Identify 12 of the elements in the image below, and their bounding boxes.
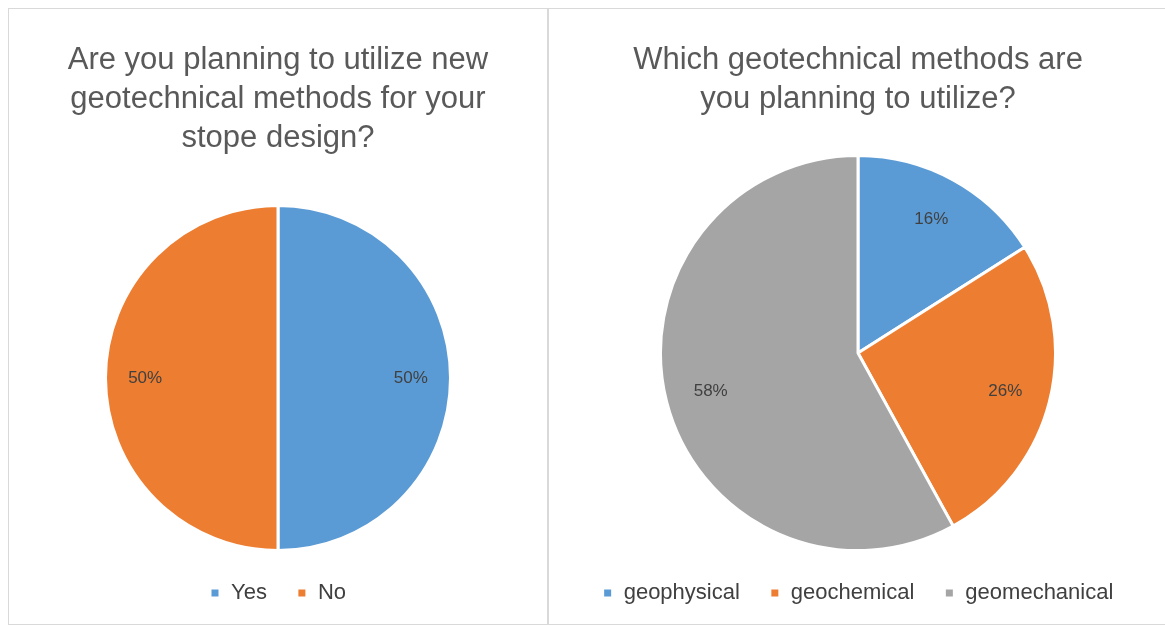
- data-label: 26%: [988, 380, 1023, 400]
- legend-label: geophysical: [623, 579, 740, 605]
- chart-title: Are you planning to utilize new geotechnical methods for your stope design?: [66, 40, 490, 156]
- data-label: 50%: [128, 367, 163, 387]
- data-label: 58%: [693, 380, 728, 400]
- data-label: 16%: [914, 209, 949, 229]
- legend-label: No: [317, 579, 347, 605]
- chart-title: Which geotechnical methods are you planning to utilize?: [632, 40, 1084, 117]
- legend-label: geochemical: [790, 579, 915, 605]
- legend-label: Yes: [230, 579, 267, 605]
- data-label: 50%: [393, 367, 428, 387]
- legend-label: geomechanical: [965, 579, 1114, 605]
